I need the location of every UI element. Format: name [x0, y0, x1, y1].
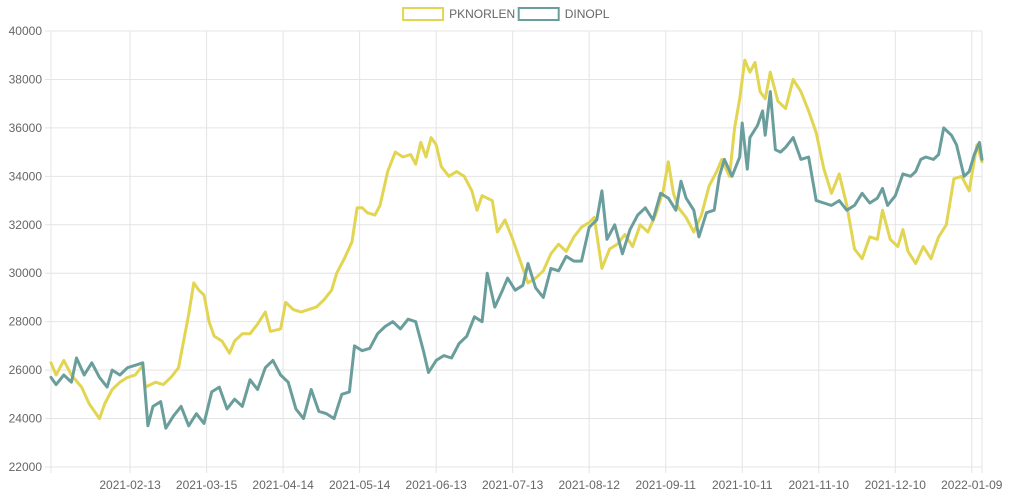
legend[interactable]: PKNORLEN DINOPL — [402, 7, 610, 21]
x-tick-label: 2021-11-10 — [789, 478, 850, 492]
grid-lines — [45, 30, 983, 473]
y-tick-label: 24000 — [9, 412, 43, 426]
x-tick-label: 2021-02-13 — [99, 478, 161, 492]
x-tick-label: 2021-04-14 — [252, 478, 314, 492]
series-line-dinopl — [49, 90, 984, 430]
x-tick-label: 2021-12-10 — [865, 478, 927, 492]
x-tick-label: 2021-08-12 — [558, 478, 620, 492]
legend-item-dinopl[interactable]: DINOPL — [517, 7, 610, 21]
y-tick-label: 26000 — [9, 363, 43, 377]
y-tick-label: 30000 — [9, 266, 43, 280]
legend-swatch — [402, 7, 445, 21]
x-tick-label: 2021-07-13 — [482, 478, 544, 492]
legend-label: PKNORLEN — [449, 7, 515, 21]
x-tick-label: 2021-05-14 — [329, 478, 391, 492]
legend-swatch — [517, 7, 560, 21]
y-tick-label: 22000 — [9, 460, 43, 474]
legend-label: DINOPL — [565, 7, 610, 21]
legend-item-pknorlen[interactable]: PKNORLEN — [402, 7, 515, 21]
y-tick-label: 28000 — [9, 315, 43, 329]
y-tick-label: 40000 — [9, 24, 43, 38]
series-line-pknorlen — [49, 58, 984, 421]
x-tick-label: 2021-06-13 — [405, 478, 467, 492]
y-tick-label: 32000 — [9, 218, 43, 232]
x-tick-label: 2021-03-15 — [176, 478, 238, 492]
x-tick-label: 2021-10-11 — [712, 478, 773, 492]
series-lines — [49, 58, 984, 430]
x-axis-tick-labels: 2021-02-13 2021-03-15 2021-04-14 2021-05-14… — [99, 478, 1002, 492]
y-tick-label: 38000 — [9, 72, 43, 86]
y-axis-tick-labels: 22000 24000 26000 28000 30000 32000 34000 36000… — [9, 24, 43, 474]
x-tick-label: 2021-09-11 — [635, 478, 696, 492]
y-tick-label: 36000 — [9, 121, 43, 135]
y-tick-label: 34000 — [9, 169, 43, 183]
x-tick-label: 2022-01-09 — [941, 478, 1003, 492]
